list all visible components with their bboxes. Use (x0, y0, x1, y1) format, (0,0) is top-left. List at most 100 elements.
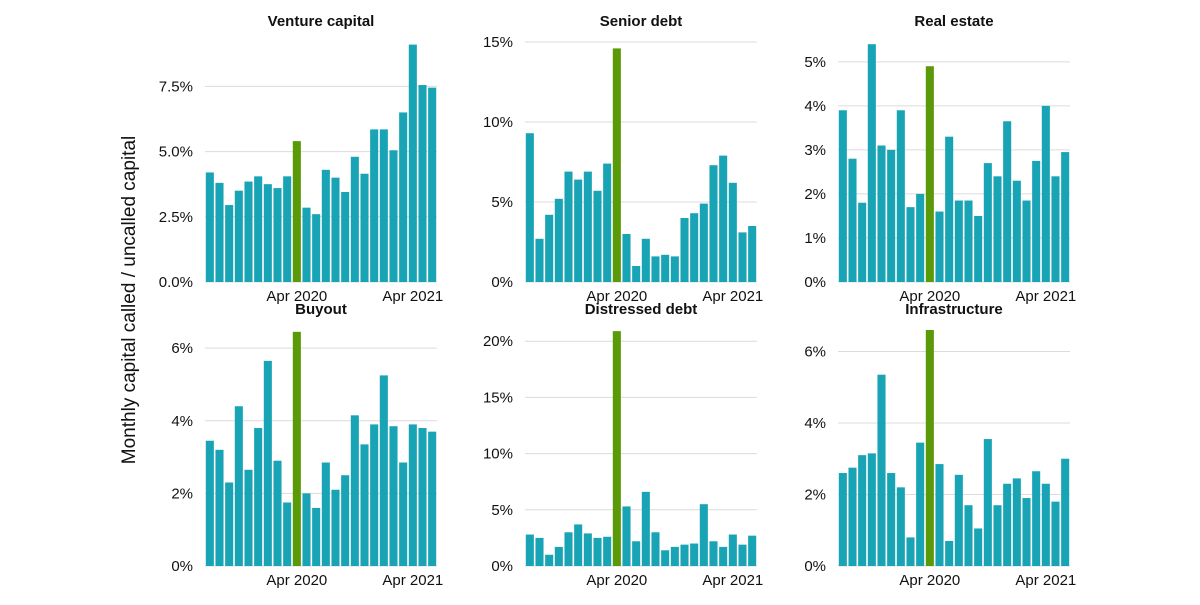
bar (680, 218, 689, 282)
bar (954, 200, 963, 282)
bar (858, 202, 867, 282)
bar (370, 424, 379, 566)
x-tick-label: Apr 2020 (586, 288, 647, 305)
bar (360, 444, 369, 566)
bar (748, 226, 757, 282)
y-tick-label: 20% (483, 333, 513, 350)
bar (954, 474, 963, 566)
bar (341, 192, 350, 282)
y-tick-label: 10% (483, 446, 513, 463)
y-tick-label: 4% (804, 98, 826, 115)
bar (564, 532, 573, 566)
bar (525, 133, 534, 282)
bar (321, 462, 330, 566)
bar (719, 546, 728, 566)
bar (641, 491, 650, 566)
y-tick-label: 5.0% (159, 144, 193, 161)
y-tick-label: 2% (804, 486, 826, 503)
bar (370, 129, 379, 282)
y-tick-label: 2.5% (159, 209, 193, 226)
bar (964, 200, 973, 282)
x-tick-label: Apr 2021 (702, 288, 763, 305)
bar-highlight (612, 331, 621, 566)
bar (738, 232, 747, 282)
bar (273, 460, 282, 566)
chart-title: Real estate (914, 13, 993, 30)
bar (1061, 458, 1070, 566)
x-tick-label: Apr 2021 (1015, 288, 1076, 305)
bar (1012, 478, 1021, 566)
bar (728, 182, 737, 282)
x-tick-label: Apr 2020 (266, 572, 327, 589)
bar (651, 256, 660, 282)
bar (331, 489, 340, 566)
bar (670, 256, 679, 282)
bar (896, 487, 905, 566)
bar (1003, 121, 1012, 282)
bar (838, 110, 847, 282)
bar (574, 179, 583, 282)
bar (848, 158, 857, 282)
bar (690, 543, 699, 566)
bar (215, 449, 224, 566)
y-tick-label: 5% (804, 54, 826, 71)
bar (709, 165, 718, 282)
bar-highlight (925, 330, 934, 566)
bar (748, 535, 757, 566)
bar (554, 198, 563, 282)
bar (1041, 483, 1050, 566)
bar (593, 537, 602, 566)
x-tick-label: Apr 2021 (382, 288, 443, 305)
bar (738, 544, 747, 566)
bar (622, 234, 631, 282)
bar (225, 205, 234, 282)
y-tick-label: 3% (804, 142, 826, 159)
bar (1032, 471, 1041, 566)
y-tick-label: 4% (804, 415, 826, 432)
bar (263, 360, 272, 566)
bar (389, 426, 398, 566)
x-tick-label: Apr 2020 (899, 572, 960, 589)
bar (408, 44, 417, 282)
bar (641, 238, 650, 282)
chart-panel-4: Distressed debt 0% 5% 10% 15% 20% Apr 2020 Apr … (483, 301, 763, 589)
bar (574, 524, 583, 566)
y-tick-label: 15% (483, 389, 513, 406)
bar (399, 462, 408, 566)
chart-title: Distressed debt (585, 301, 698, 318)
x-tick-label: Apr 2020 (586, 572, 647, 589)
bar (418, 428, 427, 566)
bar (632, 266, 641, 282)
bar (234, 190, 243, 282)
x-tick-label: Apr 2021 (382, 572, 443, 589)
bar (661, 254, 670, 282)
bar-highlight (925, 66, 934, 282)
bar (263, 184, 272, 282)
bar (408, 424, 417, 566)
chart-panel-1: Senior debt 0% 5% 10% 15% Apr 2020 Apr 2021 (483, 13, 763, 305)
bar (896, 110, 905, 282)
y-tick-label: 0.0% (159, 274, 193, 291)
bar (1051, 176, 1060, 282)
bar-highlight (612, 48, 621, 283)
bar (1051, 501, 1060, 566)
y-tick-label: 2% (171, 485, 193, 502)
bar (1041, 105, 1050, 282)
bar (331, 177, 340, 282)
bar (428, 431, 437, 566)
bar (964, 505, 973, 566)
bar (670, 546, 679, 566)
bar (283, 502, 292, 566)
bar (848, 467, 857, 566)
bar (838, 473, 847, 566)
bar (1012, 180, 1021, 282)
x-tick-label: Apr 2021 (702, 572, 763, 589)
bar (273, 188, 282, 282)
bar (887, 473, 896, 566)
y-tick-label: 0% (804, 274, 826, 291)
bar (583, 171, 592, 282)
bar (887, 149, 896, 282)
bar (350, 415, 359, 566)
bar (205, 440, 214, 566)
